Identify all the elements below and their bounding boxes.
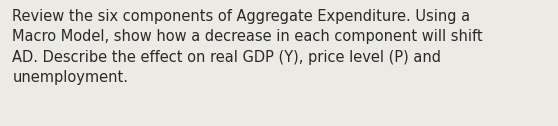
Text: Review the six components of Aggregate Expenditure. Using a
Macro Model, show ho: Review the six components of Aggregate E… [12,9,483,85]
